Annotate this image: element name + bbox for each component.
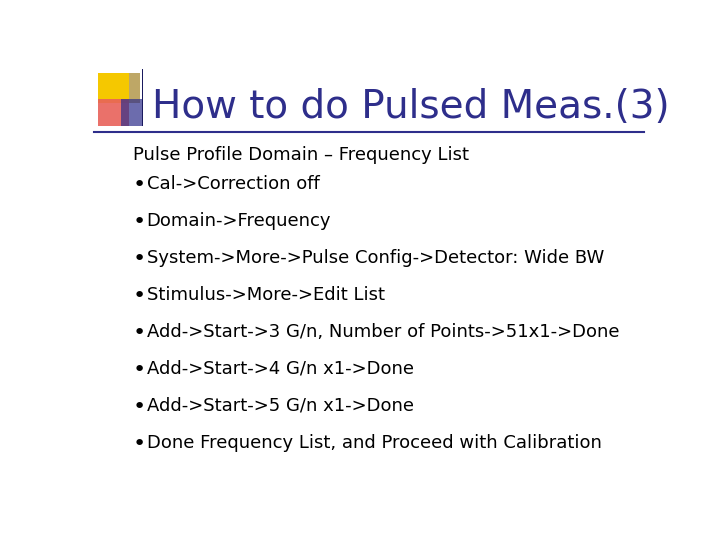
Text: •: • [132, 249, 146, 269]
Text: •: • [132, 286, 146, 306]
Bar [121, 99, 143, 126]
Bar [142, 69, 143, 126]
Bar [98, 72, 140, 103]
Text: Pulse Profile Domain – Frequency List: Pulse Profile Domain – Frequency List [132, 146, 469, 164]
Text: •: • [132, 397, 146, 417]
Text: •: • [132, 360, 146, 380]
Text: Add->Start->4 G/n x1->Done: Add->Start->4 G/n x1->Done [147, 360, 413, 377]
Text: System->More->Pulse Config->Detector: Wide BW: System->More->Pulse Config->Detector: Wi… [147, 249, 604, 267]
Bar [129, 72, 140, 103]
Bar [98, 99, 129, 126]
Text: Add->Start->5 G/n x1->Done: Add->Start->5 G/n x1->Done [147, 397, 413, 415]
Text: •: • [132, 323, 146, 343]
Text: •: • [132, 434, 146, 454]
Text: •: • [132, 175, 146, 195]
Text: Done Frequency List, and Proceed with Calibration: Done Frequency List, and Proceed with Ca… [147, 434, 601, 451]
Text: Stimulus->More->Edit List: Stimulus->More->Edit List [147, 286, 384, 304]
Text: Cal->Correction off: Cal->Correction off [147, 175, 320, 193]
Text: •: • [132, 212, 146, 232]
Text: Domain->Frequency: Domain->Frequency [147, 212, 331, 230]
Text: Add->Start->3 G/n, Number of Points->51x1->Done: Add->Start->3 G/n, Number of Points->51x… [147, 323, 619, 341]
Text: How to do Pulsed Meas.(3): How to do Pulsed Meas.(3) [152, 88, 670, 126]
